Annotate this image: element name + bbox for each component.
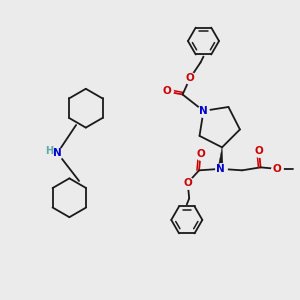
Text: O: O xyxy=(186,73,194,83)
Text: O: O xyxy=(163,86,171,97)
Text: O: O xyxy=(196,149,205,159)
Text: N: N xyxy=(53,148,62,158)
Text: N: N xyxy=(199,106,208,116)
Text: N: N xyxy=(216,164,225,174)
Text: O: O xyxy=(255,146,263,156)
Text: O: O xyxy=(273,164,281,174)
Text: H: H xyxy=(45,146,53,156)
Polygon shape xyxy=(218,147,223,169)
Text: O: O xyxy=(183,178,192,188)
